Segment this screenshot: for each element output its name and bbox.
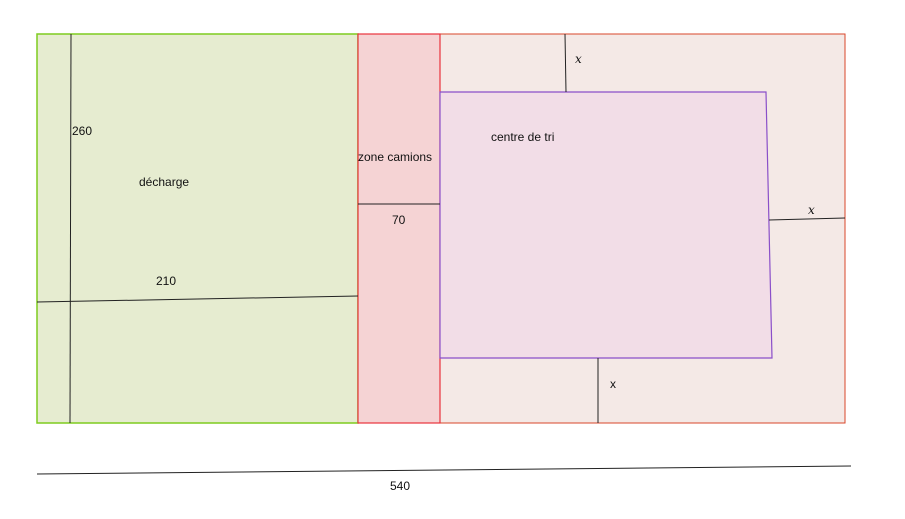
gap-top-label: x [575,52,582,66]
height-decharge-label: 260 [72,124,93,138]
dim-line-gap-right [768,217,846,221]
decharge-label: décharge [139,175,190,189]
width-decharge-label: 210 [156,274,177,288]
centre-de-tri-area [439,91,773,359]
gap-bottom-label: x [610,377,616,391]
zone-camions-area [357,33,441,424]
dim-line-width-decharge [36,295,359,303]
dim-line-height-decharge [69,33,72,424]
zone-camions-width-label: 70 [392,213,406,227]
decharge-area [36,33,359,424]
centre-de-tri-label: centre de tri [491,130,555,144]
total-width-label: 540 [390,479,411,493]
zone-camions-label: zone camions [358,150,433,164]
dim-line-total-width [36,465,852,475]
gap-right-label: x [808,203,815,217]
dim-line-gap-top [564,33,567,93]
